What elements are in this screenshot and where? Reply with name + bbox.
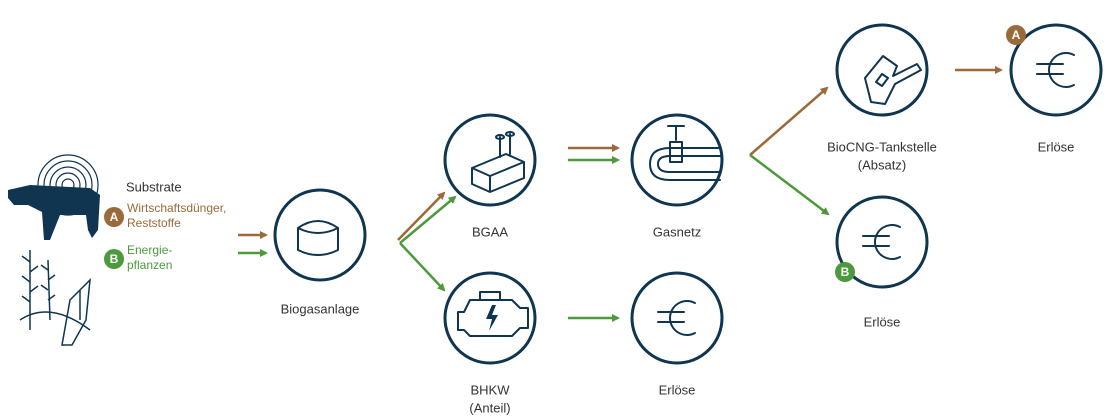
badge-letter: B <box>110 252 119 266</box>
node-label: BHKW <box>471 382 511 397</box>
badge-letter: A <box>110 210 119 224</box>
substrate-label: Reststoffe <box>127 216 181 230</box>
node-label: Erlöse <box>659 382 696 397</box>
substrate-label: Energie- <box>127 243 172 257</box>
node-label: BioCNG-Tankstelle <box>827 139 937 154</box>
node-label: BGAA <box>472 224 508 239</box>
substrate-label: Wirtschaftsdünger, <box>127 201 226 215</box>
node-label: Biogasanlage <box>281 301 360 316</box>
node-circle <box>632 273 722 363</box>
node-label: (Anteil) <box>469 400 510 415</box>
substrate-illustration <box>8 155 100 345</box>
node-circle <box>837 25 927 115</box>
substrate-title: Substrate <box>126 179 182 194</box>
substrate-label: pflanzen <box>127 258 172 272</box>
badge-letter: A <box>1012 28 1021 42</box>
node-label: Erlöse <box>864 314 901 329</box>
node-label: Erlöse <box>1038 139 1075 154</box>
badge-letter: B <box>841 265 850 279</box>
node-label: Gasnetz <box>653 224 701 239</box>
diagram: SubstrateAWirtschaftsdünger,ReststoffeBE… <box>0 0 1111 418</box>
node-circle <box>275 190 365 280</box>
node-label: (Absatz) <box>858 157 906 172</box>
